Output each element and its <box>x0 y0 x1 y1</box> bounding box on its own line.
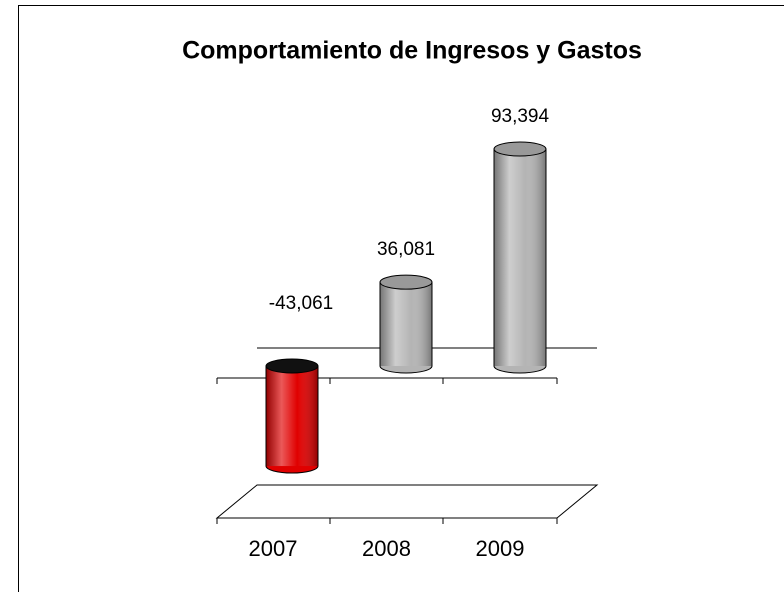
floor <box>215 484 599 519</box>
bar-shade <box>266 366 318 467</box>
bar-top <box>379 274 433 290</box>
value-label: 93,394 <box>491 106 550 127</box>
x-tick-label: 2009 <box>476 536 525 561</box>
value-label: -43,061 <box>269 293 333 314</box>
bar-top <box>493 141 547 157</box>
chart-title: Comportamiento de Ingresos y Gastos <box>182 37 642 65</box>
chart-frame <box>18 5 784 592</box>
bar-shade <box>380 282 432 366</box>
x-tick-label: 2008 <box>362 536 411 561</box>
ticks <box>216 378 558 524</box>
x-tick-label: 2007 <box>249 536 298 561</box>
bar-shade <box>494 149 546 366</box>
bar-top <box>265 358 319 374</box>
value-label: 36,081 <box>377 239 435 260</box>
